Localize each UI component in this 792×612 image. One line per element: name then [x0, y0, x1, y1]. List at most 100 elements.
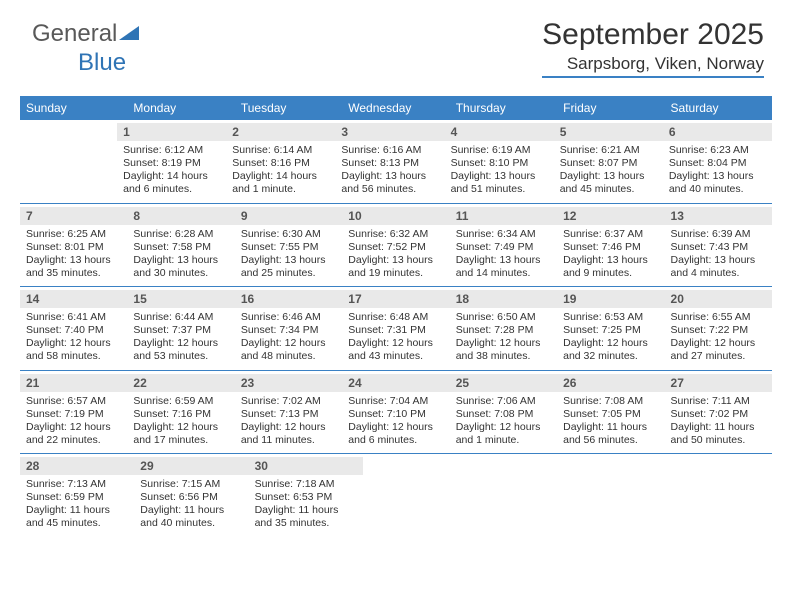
- sunrise-text: Sunrise: 6:34 AM: [456, 228, 551, 241]
- day-cell: 7 Sunrise: 6:25 AMSunset: 8:01 PMDaylight…: [20, 204, 127, 287]
- day-cell: 3Sunrise: 6:16 AMSunset: 8:13 PMDaylight…: [335, 120, 444, 203]
- day-cell: 20Sunrise: 6:55 AMSunset: 7:22 PMDayligh…: [665, 287, 772, 370]
- day-cell: 27Sunrise: 7:11 AMSunset: 7:02 PMDayligh…: [665, 371, 772, 454]
- day-cell: 25 Sunrise: 7:06 AMSunset: 7:08 PMDayligh…: [450, 371, 557, 454]
- sunset-text: Sunset: 8:13 PM: [341, 157, 438, 170]
- location-underline: [542, 76, 764, 78]
- day-cell: 8Sunrise: 6:28 AMSunset: 7:58 PMDaylight…: [127, 204, 234, 287]
- calendar-grid: SundayMondayTuesdayWednesdayThursdayFrid…: [20, 96, 772, 537]
- empty-day-cell: [465, 454, 567, 537]
- day-details: Sunrise: 7:11 AMSunset: 7:02 PMDaylight:…: [671, 395, 766, 448]
- sunrise-text: Sunrise: 7:11 AM: [671, 395, 766, 408]
- day-details: Sunrise: 6:46 AMSunset: 7:34 PMDaylight:…: [241, 311, 336, 364]
- day-details: Sunrise: 6:21 AMSunset: 8:07 PMDaylight:…: [560, 144, 657, 197]
- sunrise-text: Sunrise: 6:25 AM: [26, 228, 121, 241]
- day-number: 13: [665, 207, 772, 225]
- day-cell: 4Sunrise: 6:19 AMSunset: 8:10 PMDaylight…: [445, 120, 554, 203]
- day-details: Sunrise: 6:34 AMSunset: 7:49 PMDaylight:…: [456, 228, 551, 281]
- day-number: 16: [235, 290, 342, 308]
- day-details: Sunrise: 6:57 AMSunset: 7:19 PMDaylight:…: [26, 395, 121, 448]
- sunrise-text: Sunrise: 6:55 AM: [671, 311, 766, 324]
- day-number: 5: [554, 123, 663, 141]
- day-details: Sunrise: 7:13 AMSunset: 6:59 PMDaylight:…: [26, 478, 128, 531]
- day-number: 17: [342, 290, 449, 308]
- weekday-header: Tuesday: [235, 96, 342, 120]
- day-cell: 2Sunrise: 6:14 AMSunset: 8:16 PMDaylight…: [226, 120, 335, 203]
- sunrise-text: Sunrise: 6:30 AM: [241, 228, 336, 241]
- daylight-text: Daylight: 11 hours and 35 minutes.: [255, 504, 357, 530]
- day-details: Sunrise: 6:39 AMSunset: 7:43 PMDaylight:…: [671, 228, 766, 281]
- sunset-text: Sunset: 7:52 PM: [348, 241, 443, 254]
- sunrise-text: Sunrise: 7:08 AM: [563, 395, 658, 408]
- day-details: Sunrise: 7:04 AMSunset: 7:10 PMDaylight:…: [348, 395, 443, 448]
- weekday-header: Sunday: [20, 96, 127, 120]
- daylight-text: Daylight: 11 hours and 56 minutes.: [563, 421, 658, 447]
- sunset-text: Sunset: 7:25 PM: [563, 324, 658, 337]
- week-row: 28Sunrise: 7:13 AMSunset: 6:59 PMDayligh…: [20, 454, 772, 537]
- daylight-text: Daylight: 13 hours and 14 minutes.: [456, 254, 551, 280]
- sunset-text: Sunset: 8:10 PM: [451, 157, 548, 170]
- week-row: 21Sunrise: 6:57 AMSunset: 7:19 PMDayligh…: [20, 371, 772, 455]
- day-number: 23: [235, 374, 342, 392]
- day-cell: 22Sunrise: 6:59 AMSunset: 7:16 PMDayligh…: [127, 371, 234, 454]
- sunrise-text: Sunrise: 6:48 AM: [348, 311, 443, 324]
- day-details: Sunrise: 6:53 AMSunset: 7:25 PMDaylight:…: [563, 311, 658, 364]
- sunset-text: Sunset: 8:19 PM: [123, 157, 220, 170]
- sunset-text: Sunset: 7:34 PM: [241, 324, 336, 337]
- sunset-text: Sunset: 7:46 PM: [563, 241, 658, 254]
- day-cell: 15 Sunrise: 6:44 AMSunset: 7:37 PMDayligh…: [127, 287, 234, 370]
- empty-day-cell: [20, 120, 117, 203]
- sunrise-text: Sunrise: 6:16 AM: [341, 144, 438, 157]
- daylight-text: Daylight: 13 hours and 30 minutes.: [133, 254, 228, 280]
- empty-day-cell: [567, 454, 669, 537]
- day-cell: 21Sunrise: 6:57 AMSunset: 7:19 PMDayligh…: [20, 371, 127, 454]
- day-cell: 29Sunrise: 7:15 AMSunset: 6:56 PMDayligh…: [134, 454, 248, 537]
- sunrise-text: Sunrise: 6:14 AM: [232, 144, 329, 157]
- daylight-text: Daylight: 13 hours and 45 minutes.: [560, 170, 657, 196]
- daylight-text: Daylight: 11 hours and 45 minutes.: [26, 504, 128, 530]
- daylight-text: Daylight: 13 hours and 25 minutes.: [241, 254, 336, 280]
- day-number: 7: [20, 207, 127, 225]
- day-details: Sunrise: 6:25 AMSunset: 8:01 PMDaylight:…: [26, 228, 121, 281]
- weekday-header-row: SundayMondayTuesdayWednesdayThursdayFrid…: [20, 96, 772, 120]
- sunrise-text: Sunrise: 6:23 AM: [669, 144, 766, 157]
- day-number: 15: [127, 290, 234, 308]
- weekday-header: Saturday: [665, 96, 772, 120]
- day-cell: 24Sunrise: 7:04 AMSunset: 7:10 PMDayligh…: [342, 371, 449, 454]
- day-number: 25: [450, 374, 557, 392]
- day-cell: 13 Sunrise: 6:39 AMSunset: 7:43 PMDayligh…: [665, 204, 772, 287]
- sunrise-text: Sunrise: 6:44 AM: [133, 311, 228, 324]
- day-details: Sunrise: 7:06 AMSunset: 7:08 PMDaylight:…: [456, 395, 551, 448]
- sunset-text: Sunset: 7:37 PM: [133, 324, 228, 337]
- day-number: 26: [557, 374, 664, 392]
- day-cell: 12Sunrise: 6:37 AMSunset: 7:46 PMDayligh…: [557, 204, 664, 287]
- day-number: 11: [450, 207, 557, 225]
- sunrise-text: Sunrise: 6:41 AM: [26, 311, 121, 324]
- sunset-text: Sunset: 7:22 PM: [671, 324, 766, 337]
- day-details: Sunrise: 6:14 AMSunset: 8:16 PMDaylight:…: [232, 144, 329, 197]
- day-cell: 14Sunrise: 6:41 AMSunset: 7:40 PMDayligh…: [20, 287, 127, 370]
- day-cell: 6Sunrise: 6:23 AMSunset: 8:04 PMDaylight…: [663, 120, 772, 203]
- day-number: 14: [20, 290, 127, 308]
- weekday-header: Wednesday: [342, 96, 449, 120]
- daylight-text: Daylight: 12 hours and 53 minutes.: [133, 337, 228, 363]
- daylight-text: Daylight: 12 hours and 1 minute.: [456, 421, 551, 447]
- day-cell: 11 Sunrise: 6:34 AMSunset: 7:49 PMDayligh…: [450, 204, 557, 287]
- empty-day-cell: [363, 454, 465, 537]
- day-details: Sunrise: 6:48 AMSunset: 7:31 PMDaylight:…: [348, 311, 443, 364]
- day-details: Sunrise: 6:12 AMSunset: 8:19 PMDaylight:…: [123, 144, 220, 197]
- day-details: Sunrise: 7:08 AMSunset: 7:05 PMDaylight:…: [563, 395, 658, 448]
- sunset-text: Sunset: 8:07 PM: [560, 157, 657, 170]
- weekday-header: Thursday: [450, 96, 557, 120]
- day-details: Sunrise: 6:23 AMSunset: 8:04 PMDaylight:…: [669, 144, 766, 197]
- day-number: 22: [127, 374, 234, 392]
- sunrise-text: Sunrise: 7:18 AM: [255, 478, 357, 491]
- sunrise-text: Sunrise: 6:57 AM: [26, 395, 121, 408]
- day-details: Sunrise: 6:28 AMSunset: 7:58 PMDaylight:…: [133, 228, 228, 281]
- day-number: 20: [665, 290, 772, 308]
- day-number: 18: [450, 290, 557, 308]
- day-details: Sunrise: 7:18 AMSunset: 6:53 PMDaylight:…: [255, 478, 357, 531]
- sunset-text: Sunset: 7:08 PM: [456, 408, 551, 421]
- sunset-text: Sunset: 6:56 PM: [140, 491, 242, 504]
- day-number: 30: [249, 457, 363, 475]
